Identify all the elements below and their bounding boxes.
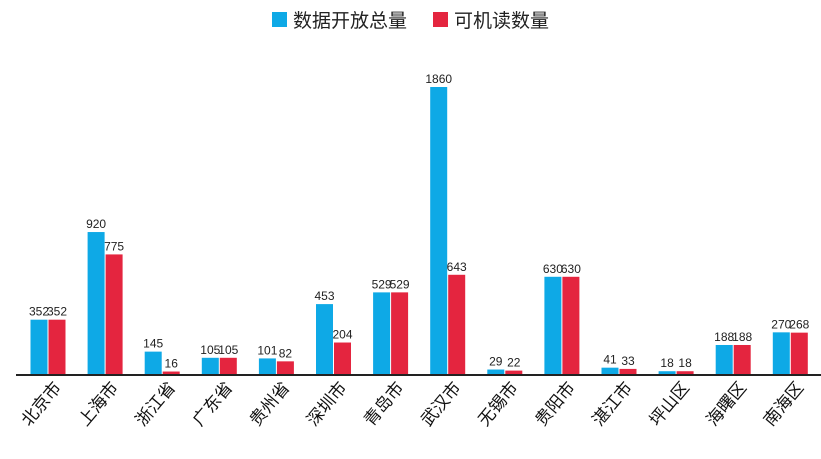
value-label-total: 270 [771,317,791,331]
bar-total [601,367,619,374]
value-label-total: 1860 [425,72,452,86]
legend-label-readable: 可机读数量 [454,10,550,32]
bar-readable [276,361,294,374]
category-label: 贵州省 [246,378,294,430]
value-label-total: 453 [314,289,334,303]
value-label-readable: 352 [47,305,67,319]
bar-total [316,304,333,374]
value-label-readable: 775 [104,239,124,253]
category-label: 贵阳市 [532,378,580,430]
bar-readable [334,342,351,374]
bar-total [772,332,790,374]
value-label-readable: 105 [218,343,238,357]
category-label: 深圳市 [303,378,351,430]
bar-readable [790,332,808,374]
value-label-total: 352 [29,305,49,319]
bar-readable [105,254,123,374]
bar-total [144,351,162,374]
value-label-readable: 16 [165,357,179,371]
bar-total [487,369,505,374]
category-label: 无锡市 [475,378,523,430]
bar-readable [448,274,466,374]
value-label-readable: 529 [390,277,410,291]
category-label: 浙江省 [132,378,180,430]
legend-swatch-total [271,12,287,27]
value-label-total: 29 [489,355,503,369]
value-label-total: 41 [603,353,617,367]
value-label-total: 188 [714,330,734,344]
bar-readable [676,371,694,374]
bar-total [430,87,448,374]
category-label: 广东省 [189,378,237,430]
legend-swatch-readable [433,12,448,27]
bar-total [201,357,219,374]
value-label-readable: 268 [789,318,809,332]
bar-readable [162,371,180,374]
value-label-total: 920 [86,217,106,231]
category-label: 湛江市 [589,378,637,430]
bar-total [258,358,276,374]
category-label: 青岛市 [360,378,408,430]
value-label-readable: 82 [279,346,293,360]
legend-item-readable: 可机读数量 [433,6,549,33]
bar-total [658,371,676,374]
value-label-readable: 188 [732,330,752,344]
category-label: 坪山区 [646,378,694,430]
value-label-total: 529 [372,277,392,291]
bar-total [373,292,391,374]
bar-readable [619,368,637,374]
category-label: 武汉市 [417,378,465,430]
bar-total [30,319,48,374]
bar-readable [562,276,580,374]
value-label-total: 630 [543,262,563,276]
value-label-readable: 33 [621,354,635,368]
value-label-readable: 630 [561,262,581,276]
category-label: 海曙区 [703,378,751,430]
legend-item-total: 数据开放总量 [271,6,407,33]
bar-readable [219,357,237,374]
value-label-readable: 18 [678,356,692,370]
value-label-readable: 204 [332,328,352,342]
bar-readable [391,292,409,374]
bar-total [544,276,562,374]
bar-readable [733,344,751,374]
value-label-total: 105 [200,343,220,357]
value-label-total: 145 [143,337,163,351]
bar-readable [48,319,66,374]
bar-total [715,344,733,374]
legend-label-total: 数据开放总量 [292,10,407,32]
category-label: 上海市 [75,378,123,430]
category-label: 北京市 [18,378,66,430]
category-label: 南海区 [760,378,808,430]
value-label-readable: 22 [507,356,521,370]
legend: 数据开放总量 可机读数量 [0,6,821,33]
value-label-total: 18 [660,356,674,370]
bar-readable [505,370,523,374]
value-label-readable: 643 [447,260,467,274]
bar-total [87,232,105,374]
value-label-total: 101 [257,343,277,357]
